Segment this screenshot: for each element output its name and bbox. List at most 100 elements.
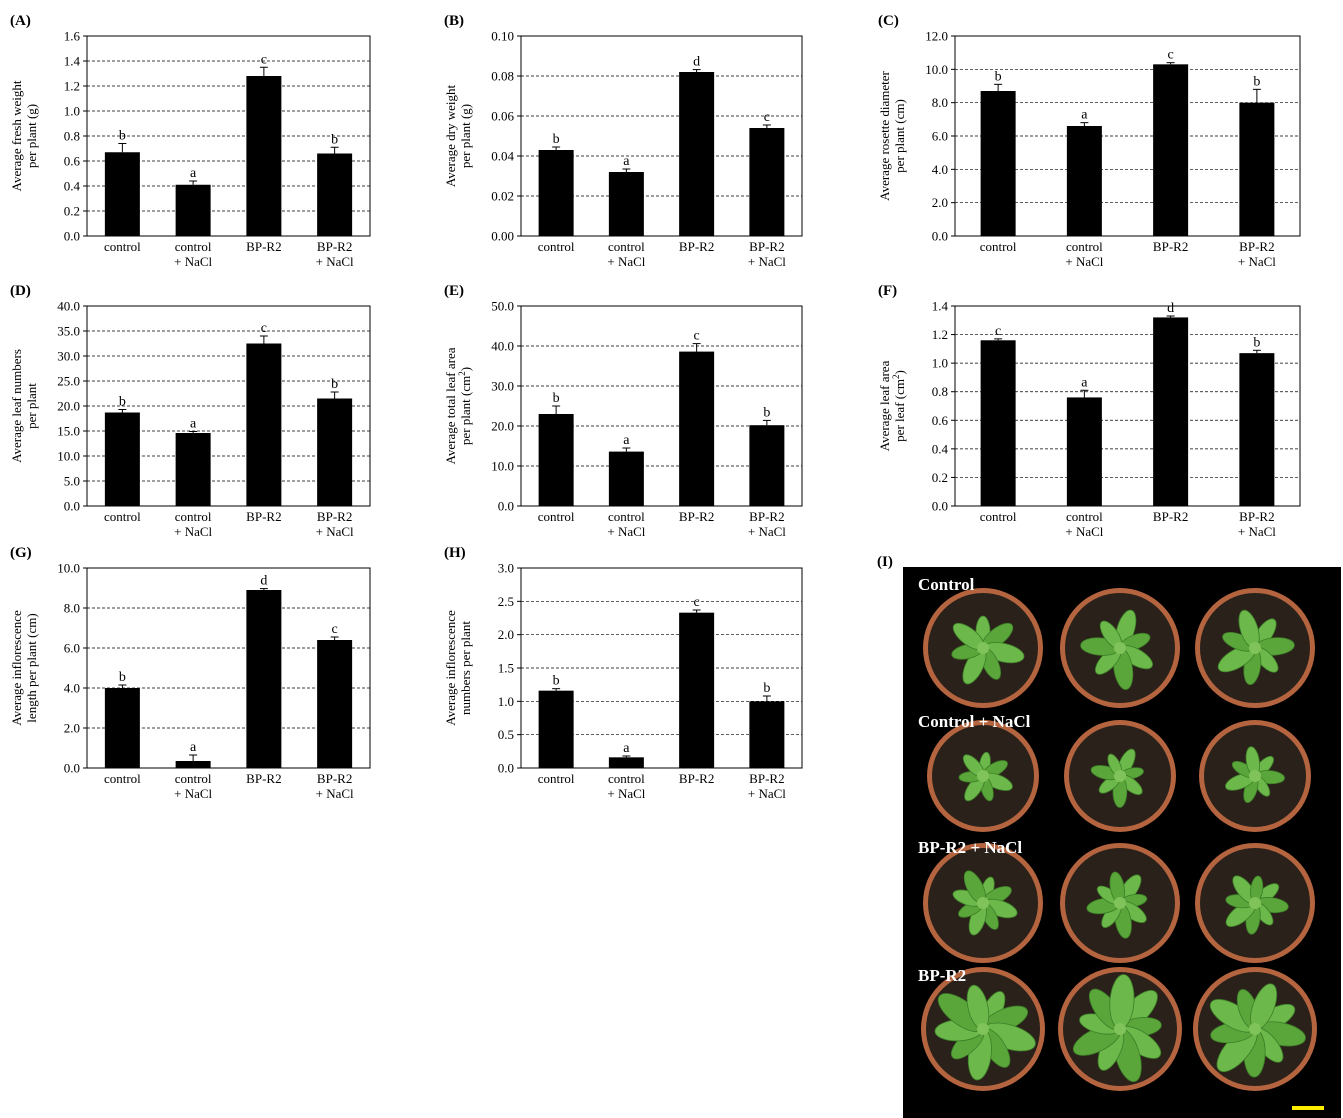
rosette-center: [1249, 770, 1261, 782]
y-tick-label: 1.2: [932, 327, 948, 342]
significance-letter-g-4: c: [332, 622, 338, 637]
y-axis-label-line: per plant (cm2): [457, 367, 473, 445]
category-label-d-2: control: [175, 509, 212, 524]
y-tick-label: 0.02: [491, 189, 514, 204]
category-label-h-1: control: [538, 771, 575, 786]
y-tick-label: 1.4: [932, 299, 949, 314]
category-label-g-4: + NaCl: [316, 786, 354, 801]
category-label-a-4: + NaCl: [316, 254, 354, 269]
y-tick-label: 20.0: [491, 419, 514, 434]
y-tick-label: 0.00: [491, 229, 514, 244]
significance-letter-a-2: a: [190, 166, 197, 181]
y-tick-label: 10.0: [57, 449, 80, 464]
y-tick-label: 2.0: [498, 627, 514, 642]
rosette-center: [977, 1023, 989, 1035]
y-tick-label: 0.0: [498, 761, 514, 776]
y-tick-label: 6.0: [932, 129, 948, 144]
plot-frame-f: [954, 305, 1301, 507]
category-label-f-4: BP-R2: [1239, 509, 1274, 524]
photo-row-label-bpr2: BP-R2: [918, 966, 966, 985]
y-tick-label: 2.0: [932, 195, 948, 210]
bar-e-3: [679, 351, 715, 506]
rosette-center: [1249, 1023, 1261, 1035]
significance-letter-c-4: b: [1253, 74, 1260, 89]
rosette-center: [1114, 897, 1126, 909]
category-label-b-2: + NaCl: [607, 254, 645, 269]
category-label-e-1: control: [538, 509, 575, 524]
category-label-e-2: control: [608, 509, 645, 524]
y-tick-label: 25.0: [57, 374, 80, 389]
category-label-g-3: BP-R2: [246, 771, 281, 786]
y-axis-label-line: Average inflorescence: [9, 610, 24, 726]
category-label-f-4: + NaCl: [1238, 524, 1276, 539]
y-tick-label: 15.0: [57, 424, 80, 439]
bar-e-4: [749, 425, 785, 506]
panel-label-d: (D): [10, 283, 31, 299]
y-tick-label: 0.0: [932, 229, 948, 244]
y-tick-label: 4.0: [932, 162, 948, 177]
significance-letter-g-3: d: [260, 574, 267, 589]
panel-label-b: (B): [444, 13, 464, 29]
significance-letter-f-2: a: [1081, 375, 1088, 390]
category-label-e-2: + NaCl: [607, 524, 645, 539]
y-tick-label: 2.5: [498, 594, 514, 609]
y-tick-label: 50.0: [491, 299, 514, 314]
photo-row-label-bpr2-nacl: BP-R2 + NaCl: [918, 838, 1022, 857]
category-label-d-3: BP-R2: [246, 509, 281, 524]
significance-letter-f-4: b: [1253, 335, 1260, 350]
category-label-c-4: BP-R2: [1239, 239, 1274, 254]
category-label-d-1: control: [104, 509, 141, 524]
significance-letter-b-4: c: [764, 110, 770, 125]
bar-h-3: [679, 612, 715, 768]
y-tick-label: 0.2: [64, 204, 80, 219]
y-tick-label: 1.5: [498, 661, 514, 676]
category-label-c-2: + NaCl: [1065, 254, 1103, 269]
bar-c-4: [1239, 102, 1275, 237]
y-tick-label: 10.0: [491, 459, 514, 474]
significance-letter-f-3: d: [1167, 301, 1174, 316]
y-tick-label: 4.0: [64, 681, 80, 696]
y-axis-label-line: Average dry weight: [443, 84, 458, 187]
panel-label-h: (H): [444, 545, 466, 561]
y-tick-label: 0.8: [64, 129, 80, 144]
category-label-h-2: control: [608, 771, 645, 786]
chart-d: (D) 0.0 5.0 10.0 15.0 20.0 25.0 30.0 35.0 40.0 Ave…: [9, 283, 371, 539]
rosette-center: [977, 642, 989, 654]
category-label-d-4: + NaCl: [316, 524, 354, 539]
y-tick-label: 0.0: [64, 229, 80, 244]
y-tick-label: 0.0: [64, 761, 80, 776]
y-tick-label: 10.0: [57, 561, 80, 576]
category-label-d-2: + NaCl: [174, 524, 212, 539]
y-axis-label-line: Average leaf area: [877, 360, 892, 451]
bar-b-3: [679, 72, 715, 236]
bar-c-1: [980, 91, 1016, 236]
category-label-e-4: BP-R2: [749, 509, 784, 524]
y-tick-label: 0.5: [498, 727, 514, 742]
y-tick-label: 40.0: [491, 339, 514, 354]
category-label-h-4: + NaCl: [748, 786, 786, 801]
bar-b-4: [749, 128, 785, 236]
y-tick-label: 0.0: [932, 499, 948, 514]
y-axis-label-line: per plant: [24, 383, 39, 429]
bar-h-4: [749, 701, 785, 768]
category-label-c-2: control: [1066, 239, 1103, 254]
bar-e-1: [538, 414, 574, 506]
plot-frame-b: [520, 35, 803, 237]
rosette-center: [977, 897, 989, 909]
photo-row-label-control: Control: [918, 575, 975, 594]
y-axis-label-line: Average fresh weight: [9, 80, 24, 191]
y-tick-label: 0.04: [491, 149, 514, 164]
chart-a: (A) 0.0 0.2 0.4 0.6 0.8 1.0 1.2 1.4 1.6 Average fr…: [9, 13, 371, 269]
y-tick-label: 0.4: [64, 179, 81, 194]
category-label-f-2: + NaCl: [1065, 524, 1103, 539]
chart-c: (C) 0.0 2.0 4.0 6.0 8.0 10.0 12.0 Average rosett…: [877, 13, 1301, 269]
category-label-a-2: + NaCl: [174, 254, 212, 269]
category-label-f-3: BP-R2: [1153, 509, 1188, 524]
category-label-a-1: control: [104, 239, 141, 254]
rosette-center: [1114, 1023, 1126, 1035]
significance-letter-h-2: a: [623, 741, 630, 756]
y-tick-label: 1.0: [932, 356, 948, 371]
y-axis-label-line: Average inflorescence: [443, 610, 458, 726]
chart-b: (B) 0.00 0.02 0.04 0.06 0.08 0.10 Average dry w…: [443, 13, 803, 269]
y-tick-label: 35.0: [57, 324, 80, 339]
